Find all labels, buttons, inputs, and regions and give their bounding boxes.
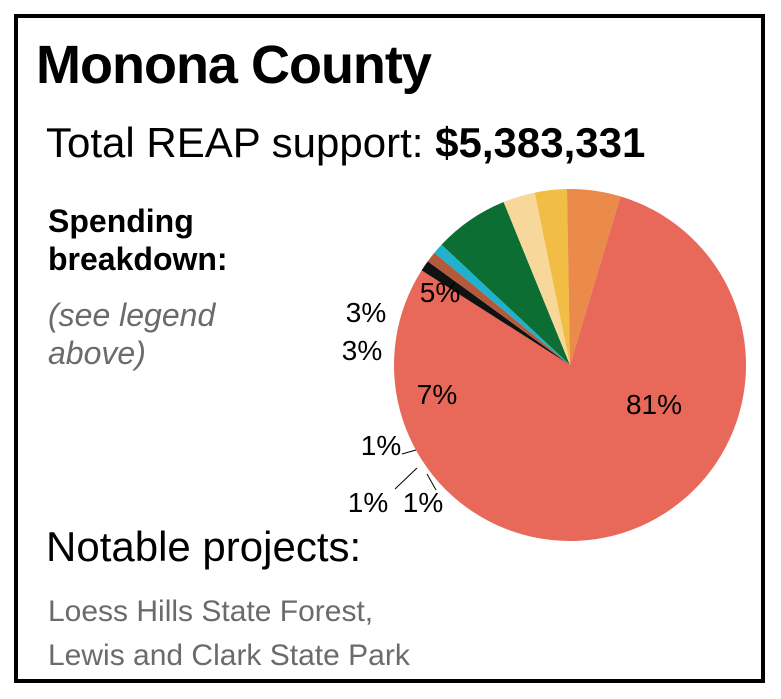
notable-projects-heading: Notable projects: [46,523,362,570]
total-support-amount: $5,383,331 [435,119,646,166]
legend-note-line-2: above) [48,335,146,371]
spending-breakdown-heading: Spending breakdown: [48,202,228,278]
slice-percent-label: 81% [626,389,682,420]
slice-percent-label: 1% [403,487,443,518]
legend-note: (see legend above) [48,296,215,372]
pie-slice [434,244,570,365]
project-item: Lewis and Clark State Park [48,639,410,672]
label-leader-line [401,449,417,455]
pie-slice [394,196,746,541]
pie-slice [427,252,570,365]
pie-slice [421,261,570,365]
county-title: Monona County [36,35,432,95]
legend-note-line-1: (see legend [48,297,216,333]
slice-percent-label: 3% [346,297,386,328]
pie-slice [566,189,621,365]
slice-percent-label: 5% [420,277,460,308]
slice-percent-label: 1% [348,487,388,518]
pie-slice [441,202,570,365]
label-leader-line [426,473,437,491]
slice-percent-label: 3% [342,335,382,366]
total-support-label: Total REAP support: [46,119,424,166]
project-item: Loess Hills State Forest, [48,595,374,628]
slice-percent-label: 1% [361,430,401,461]
slice-percent-label: 7% [417,379,457,410]
breakdown-line-2: breakdown: [48,241,228,277]
label-leader-line [394,467,418,490]
pie-slice [503,192,570,365]
pie-slice [534,189,570,365]
total-support: Total REAP support: $5,383,331 [46,122,645,164]
notable-projects-list: Loess Hills State Forest, Lewis and Clar… [48,590,410,678]
breakdown-line-1: Spending [48,203,194,239]
